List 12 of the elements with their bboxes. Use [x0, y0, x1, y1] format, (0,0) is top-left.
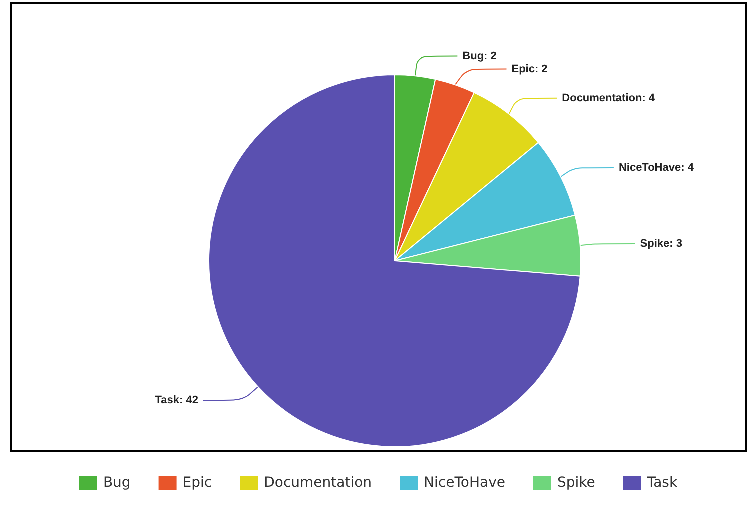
data-label: Bug: 2: [462, 50, 497, 62]
legend-label: Epic: [182, 475, 212, 491]
data-label: NiceToHave: 4: [618, 162, 695, 174]
legend-label: Task: [646, 475, 678, 491]
data-label: Task: 42: [155, 394, 198, 407]
legend-label: Documentation: [264, 475, 372, 491]
data-label: Documentation: 4: [562, 92, 656, 104]
legend-label: Bug: [103, 475, 131, 491]
legend-label: Spike: [557, 475, 596, 491]
data-label: Spike: 3: [640, 238, 682, 250]
data-label: Epic: 2: [512, 63, 548, 76]
legend-label: NiceToHave: [424, 475, 506, 491]
